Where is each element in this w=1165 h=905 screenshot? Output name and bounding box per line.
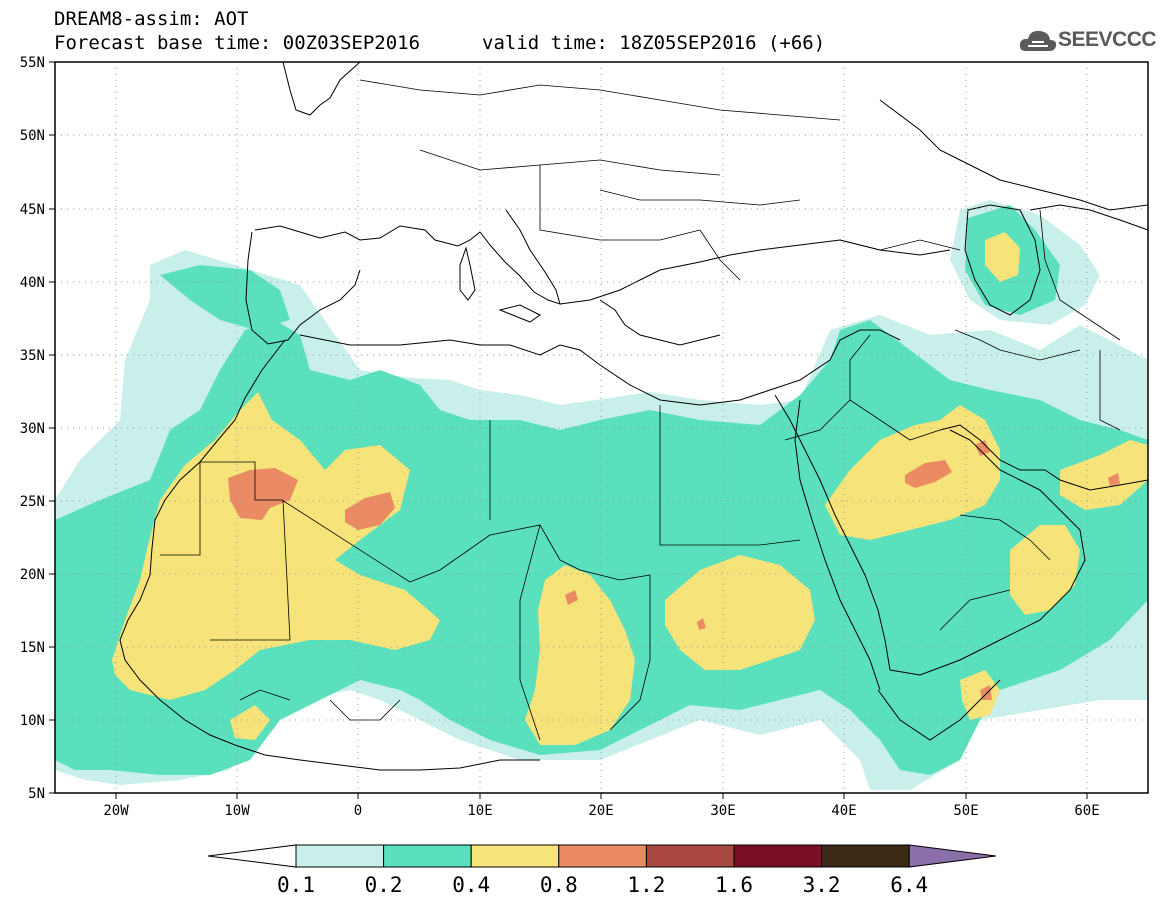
colorbar-segment	[558, 844, 647, 868]
graticule	[55, 62, 1148, 793]
colorbar-segment	[295, 844, 385, 868]
colorbar-label: 1.2	[627, 873, 665, 897]
lat-label: 35N	[20, 348, 45, 364]
axis-ticks	[49, 61, 1088, 799]
lon-label: 10W	[224, 803, 250, 819]
lon-label: 30E	[710, 803, 735, 819]
aot-forecast-map: 55N 50N 45N 40N 35N 30N 25N 20N 15N 10N …	[20, 55, 1149, 819]
colorbar-segment	[645, 844, 735, 868]
valid-time: valid time: 18Z05SEP2016 (+66)	[482, 32, 826, 54]
aot-field	[55, 200, 1148, 790]
colorbar-label: 1.6	[715, 873, 753, 897]
map-header: DREAM8-assim: AOT Forecast base time: 00…	[54, 8, 1054, 60]
seevccc-logo: SEEVCCC	[1018, 24, 1157, 58]
colorbar-label: 0.4	[452, 873, 490, 897]
product-title: DREAM8-assim: AOT	[54, 8, 249, 30]
colorbar-label: 0.2	[365, 873, 403, 897]
logo-text: SEEVCCC	[1058, 28, 1157, 51]
latitude-labels: 55N 50N 45N 40N 35N 30N 25N 20N 15N 10N …	[20, 55, 45, 802]
lat-label: 20N	[20, 567, 45, 583]
colorbar-labels: 0.1 0.2 0.4 0.8 1.2 1.6 3.2 6.4	[277, 873, 928, 897]
forecast-base-time: Forecast base time: 00Z03SEP2016	[54, 32, 421, 54]
aot-band-0.8-1.2	[228, 440, 1120, 700]
lat-label: 45N	[20, 202, 45, 218]
political-borders	[160, 79, 1121, 741]
lon-label: 60E	[1074, 803, 1099, 819]
lon-label: 40E	[831, 803, 856, 819]
colorbar-label: 0.1	[277, 873, 315, 897]
lat-label: 55N	[20, 55, 45, 71]
coastlines	[119, 62, 1148, 771]
lat-label: 25N	[20, 494, 45, 510]
lat-label: 40N	[20, 275, 45, 291]
colorbar-segment	[821, 844, 910, 868]
longitude-labels: 20W 10W 0 10E 20E 30E 40E 50E 60E	[103, 803, 1099, 819]
lat-label: 50N	[20, 128, 45, 144]
cloud-icon	[1019, 30, 1057, 51]
colorbar-upper-arrow	[908, 844, 997, 868]
lat-label: 10N	[20, 713, 45, 729]
lon-label: 10E	[467, 803, 492, 819]
colorbar-label: 0.8	[540, 873, 578, 897]
lat-label: 5N	[28, 786, 45, 802]
lon-label: 50E	[953, 803, 978, 819]
lon-label: 20W	[103, 803, 129, 819]
colorbar-label: 3.2	[803, 873, 841, 897]
lat-label: 30N	[20, 421, 45, 437]
colorbar-label: 6.4	[890, 873, 928, 897]
lat-label: 15N	[20, 640, 45, 656]
lon-label: 0	[354, 803, 362, 819]
lon-label: 20E	[588, 803, 613, 819]
colorbar-segment	[470, 844, 560, 868]
colorbar-lower-arrow	[207, 844, 297, 868]
colorbar-segment	[733, 844, 823, 868]
colorbar-segment	[383, 844, 472, 868]
